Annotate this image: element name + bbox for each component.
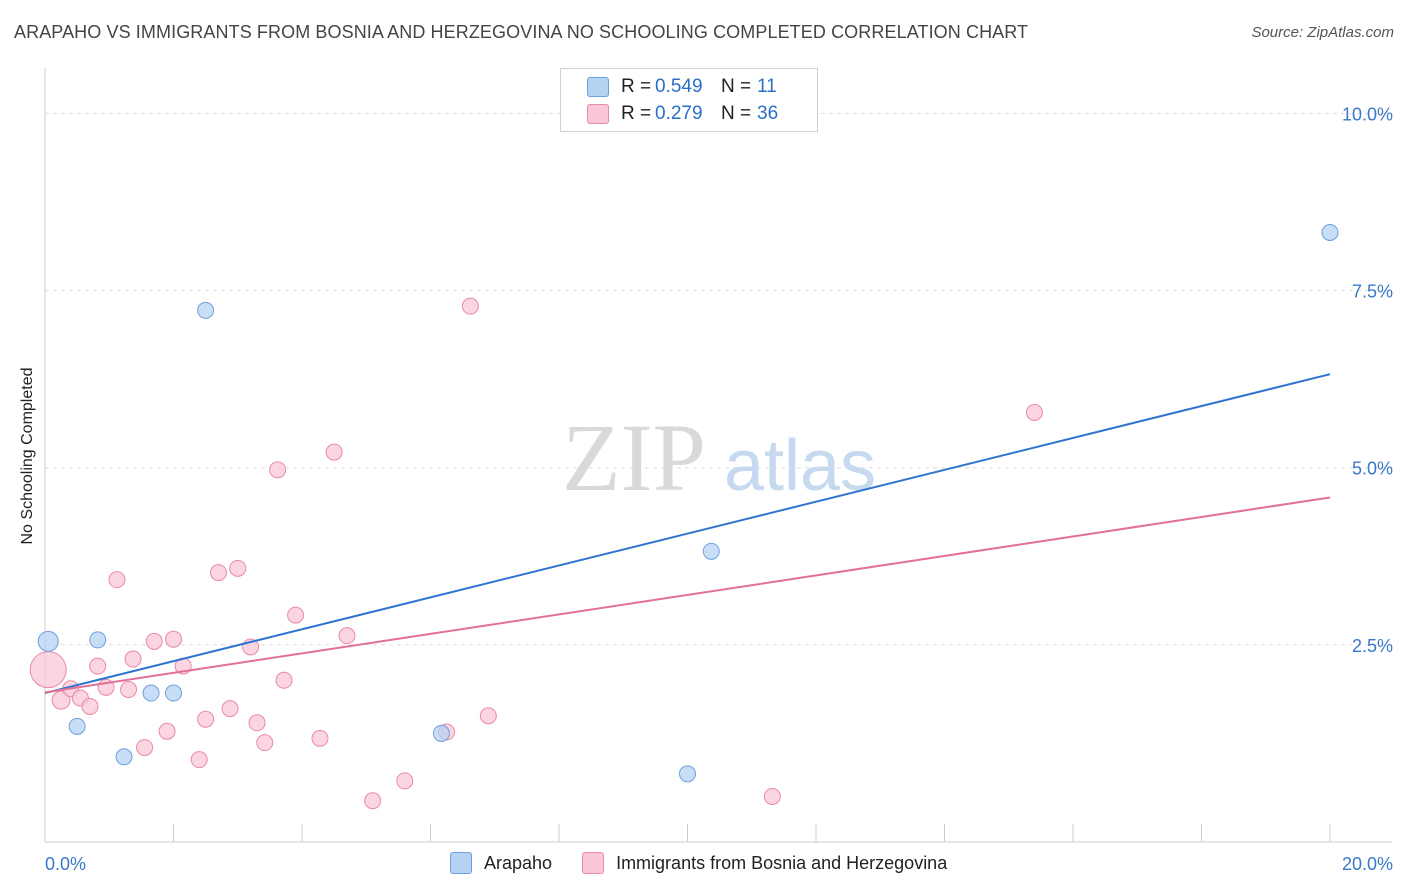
axes [44, 68, 1392, 843]
bosnia-point [396, 772, 414, 790]
bosnia-trend-line [44, 496, 1331, 694]
bosnia-point [275, 671, 293, 689]
gridlines [45, 112, 1392, 646]
legend-r-value: 0.279 [655, 103, 703, 124]
legend-n-value: 11 [757, 76, 777, 97]
bosnia-point [325, 443, 343, 461]
legend-swatch-arapaho [450, 852, 472, 874]
legend-n-label: N = [721, 103, 752, 124]
bosnia-point [221, 700, 239, 718]
y-tick-label: 5.0% [1352, 459, 1393, 479]
bosnia-point [269, 461, 287, 479]
arapaho-point [37, 630, 59, 652]
correlation-legend: R = 0.549 N = 11 R = 0.279 N = 36 [560, 68, 818, 132]
legend-row-bosnia: R = 0.279 N = 36 [587, 102, 778, 126]
legend-n-value: 36 [757, 103, 779, 124]
legend-swatch-bosnia [582, 852, 605, 874]
series-arapaho-points [37, 223, 1339, 783]
arapaho-point [197, 301, 215, 319]
bosnia-point [165, 630, 182, 648]
arapaho-point [1321, 223, 1339, 241]
legend-r-label: R = [621, 103, 652, 124]
bosnia-point [89, 657, 107, 675]
bosnia-point [1025, 403, 1043, 421]
y-tick-label: 10.0% [1342, 104, 1393, 124]
bosnia-point [229, 559, 247, 577]
legend-label-arapaho: Arapaho [484, 852, 553, 873]
bosnia-point [338, 627, 356, 645]
arapaho-point [68, 717, 86, 735]
watermark-zip: ZIP [562, 404, 706, 511]
bosnia-point [29, 651, 67, 689]
tick-labels: 2.5% 5.0% 7.5% 10.0% 0.0% 20.0% [45, 104, 1393, 874]
legend-n-label: N = [721, 76, 752, 97]
bosnia-point [197, 710, 215, 728]
bosnia-point [145, 632, 163, 650]
bosnia-point [479, 707, 497, 725]
arapaho-point [702, 542, 720, 560]
bosnia-point [158, 722, 176, 740]
bosnia-point [256, 734, 274, 752]
x-tick-label: 0.0% [45, 854, 86, 874]
legend-row-arapaho: R = 0.549 N = 11 [587, 75, 777, 99]
arapaho-point [165, 684, 182, 702]
bosnia-point [248, 714, 266, 732]
watermark: ZIP atlas [562, 404, 876, 511]
trend-lines [44, 373, 1331, 695]
arapaho-point [142, 684, 160, 702]
legend-swatch-arapaho [587, 77, 609, 97]
watermark-atlas: atlas [724, 426, 876, 506]
bosnia-point [763, 787, 781, 805]
series-legend: Arapaho Immigrants from Bosnia and Herze… [450, 852, 977, 874]
legend-r-value: 0.549 [655, 76, 703, 97]
bosnia-point [461, 297, 479, 315]
legend-item-bosnia[interactable]: Immigrants from Bosnia and Herzegovina [582, 852, 947, 874]
y-tick-label: 7.5% [1352, 282, 1393, 302]
bosnia-point [108, 571, 126, 589]
x-tick-label: 20.0% [1342, 854, 1393, 874]
bosnia-point [190, 751, 208, 769]
legend-label-bosnia: Immigrants from Bosnia and Herzegovina [616, 852, 948, 873]
arapaho-point [432, 724, 450, 742]
bosnia-point [51, 690, 71, 710]
arapaho-point [115, 748, 133, 766]
bosnia-point [287, 606, 305, 624]
bosnia-point [81, 698, 99, 716]
y-tick-label: 2.5% [1352, 636, 1393, 656]
arapaho-point [679, 765, 696, 783]
bosnia-point [120, 680, 138, 698]
bosnia-point [136, 739, 154, 757]
bosnia-point [209, 564, 227, 582]
legend-r-label: R = [621, 76, 652, 97]
bosnia-point [364, 792, 382, 810]
bosnia-point [124, 650, 142, 668]
arapaho-trend-line [44, 373, 1331, 695]
source-credit: Source: ZipAtlas.com [1251, 24, 1394, 41]
y-axis-label: No Schooling Completed [19, 367, 36, 545]
chart-title: ARAPAHO VS IMMIGRANTS FROM BOSNIA AND HE… [14, 22, 1029, 42]
legend-item-arapaho[interactable]: Arapaho [450, 852, 552, 874]
series-bosnia-points [29, 297, 1043, 810]
bosnia-point [311, 729, 329, 747]
legend-swatch-bosnia [587, 104, 609, 124]
arapaho-point [89, 631, 107, 649]
